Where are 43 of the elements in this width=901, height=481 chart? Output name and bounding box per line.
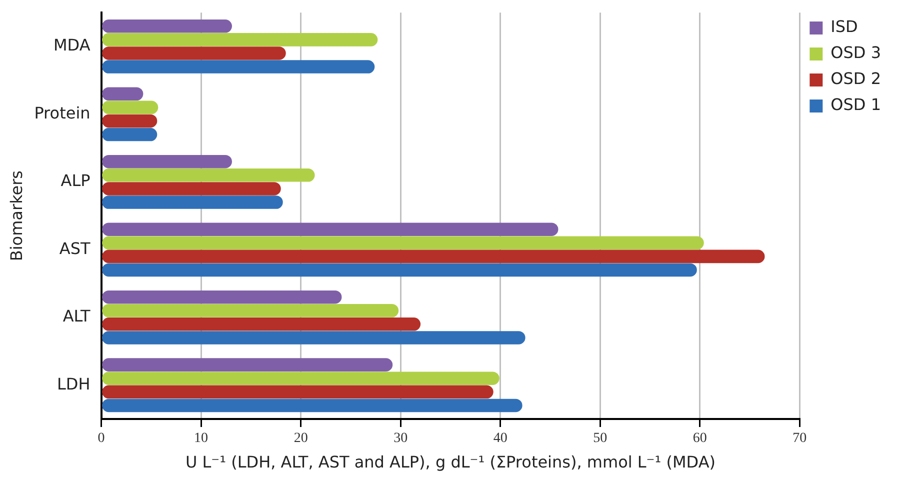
bar (102, 372, 500, 385)
x-tick-label: 70 (792, 431, 807, 446)
y-tick-label: AST (59, 238, 91, 258)
bar (102, 263, 697, 277)
legend-label: ISD (830, 17, 858, 36)
y-tick-label: ALP (60, 171, 91, 190)
x-tick-label: 10 (194, 431, 208, 446)
bar (102, 385, 494, 399)
bar (102, 318, 421, 331)
legend-label: OSD 3 (830, 43, 882, 62)
y-tick-label: LDH (57, 374, 90, 394)
x-tick-label: 60 (692, 431, 707, 446)
bar (102, 290, 342, 304)
bar (102, 33, 378, 46)
bar (102, 100, 158, 114)
bar (102, 168, 315, 182)
bar (102, 236, 704, 250)
x-tick-label: 40 (493, 431, 508, 446)
bar (102, 304, 399, 318)
bar (102, 114, 158, 128)
bar (102, 196, 283, 209)
bar (102, 154, 232, 168)
bar (102, 222, 558, 236)
bar (102, 60, 375, 74)
bar (102, 250, 765, 264)
bar (102, 358, 393, 372)
y-tick-label: Protein (34, 103, 90, 122)
bar (102, 398, 522, 412)
y-tick-label: MDA (53, 36, 90, 55)
bar (102, 331, 526, 344)
y-tick-label: ALT (62, 306, 91, 326)
bar (102, 20, 232, 33)
bar (102, 182, 281, 196)
x-tick-label: 50 (593, 431, 608, 446)
bar (102, 128, 158, 142)
y-axis-title: Biomarkers (6, 170, 26, 262)
x-tick-label: 0 (98, 431, 105, 446)
x-axis-title: U L⁻¹ (LDH, ALT, AST and ALP), g dL⁻¹ (ΣProteins), mmol L⁻¹ (MDA) (185, 452, 716, 472)
bar (102, 46, 286, 60)
legend-label: OSD 2 (830, 69, 882, 88)
legend-label: OSD 1 (830, 95, 882, 114)
x-tick-label: 30 (394, 431, 408, 446)
x-tick-label: 20 (294, 431, 308, 446)
